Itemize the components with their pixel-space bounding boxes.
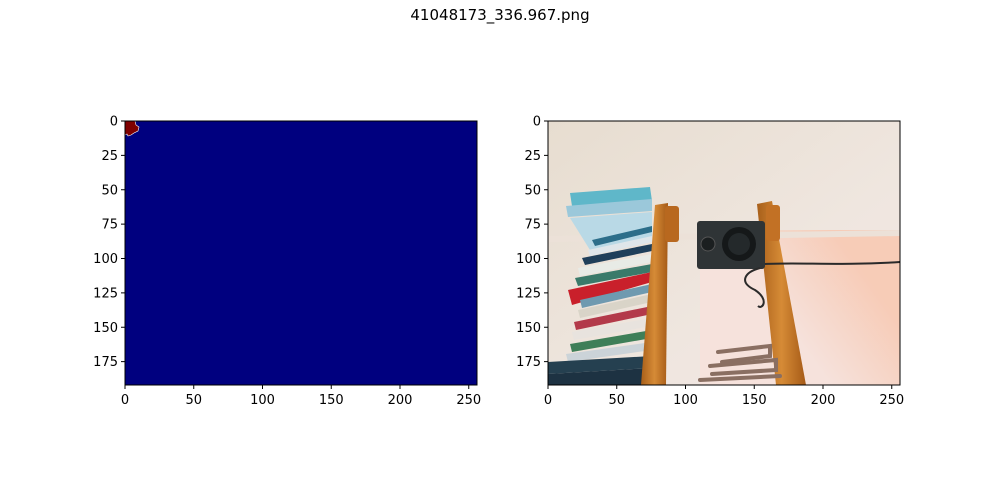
photo-y-tick-label: 100 (516, 252, 541, 267)
hooks (698, 343, 782, 382)
mask-x-tick-label: 150 (319, 393, 344, 408)
photo-frame (547, 120, 901, 386)
photo-y-tick-label: 175 (516, 355, 541, 370)
mask-object-region (124, 120, 140, 137)
figure-title: 41048173_336.967.png (410, 6, 590, 24)
mask-y-tick-label: 175 (93, 355, 118, 370)
mask-panel: 0 50 100 150 200 250 0 25 50 75 100 125 150 175 (93, 115, 481, 409)
photo-x-ticks: 0 50 100 150 200 250 (544, 385, 904, 408)
mask-y-tick-label: 25 (101, 149, 118, 164)
photo-x-tick-label: 150 (742, 393, 767, 408)
shelf-post-right (757, 201, 806, 385)
photo-x-tick-label: 0 (544, 393, 552, 408)
photo-x-tick-label: 50 (608, 393, 625, 408)
mask-y-tick-label: 150 (93, 321, 118, 336)
books (548, 187, 652, 385)
mask-x-tick-label: 50 (185, 393, 202, 408)
photo-x-tick-label: 200 (811, 393, 836, 408)
mask-y-ticks: 0 25 50 75 100 125 150 175 (93, 115, 125, 370)
photo-y-tick-label: 125 (516, 286, 541, 301)
mask-y-tick-label: 125 (93, 286, 118, 301)
photo-x-tick-label: 100 (673, 393, 698, 408)
mask-x-tick-label: 100 (250, 393, 275, 408)
photo-y-tick-label: 150 (516, 321, 541, 336)
mask-x-tick-label: 0 (121, 393, 129, 408)
speaker (697, 221, 765, 269)
mask-y-tick-label: 50 (101, 183, 118, 198)
mask-x-tick-label: 200 (388, 393, 413, 408)
mask-background (125, 121, 477, 385)
photo-y-tick-label: 75 (524, 218, 541, 233)
photo-y-tick-label: 25 (524, 149, 541, 164)
photo-panel: 0 50 100 150 200 250 0 25 50 75 100 125 150 175 (516, 115, 904, 409)
photo-y-tick-label: 50 (524, 183, 541, 198)
photo-x-tick-label: 250 (879, 393, 904, 408)
photo-y-ticks: 0 25 50 75 100 125 150 175 (516, 115, 548, 370)
mask-x-tick-label: 250 (456, 393, 481, 408)
shelf-post-left (641, 203, 668, 385)
photo-y-tick-label: 0 (533, 115, 541, 130)
mask-frame (124, 120, 478, 386)
mask-y-tick-label: 75 (101, 218, 118, 233)
mask-x-ticks: 0 50 100 150 200 250 (121, 385, 481, 408)
mask-y-tick-label: 100 (93, 252, 118, 267)
mask-y-tick-label: 0 (110, 115, 118, 130)
photo-image (548, 121, 900, 385)
speaker-cable (744, 261, 900, 308)
